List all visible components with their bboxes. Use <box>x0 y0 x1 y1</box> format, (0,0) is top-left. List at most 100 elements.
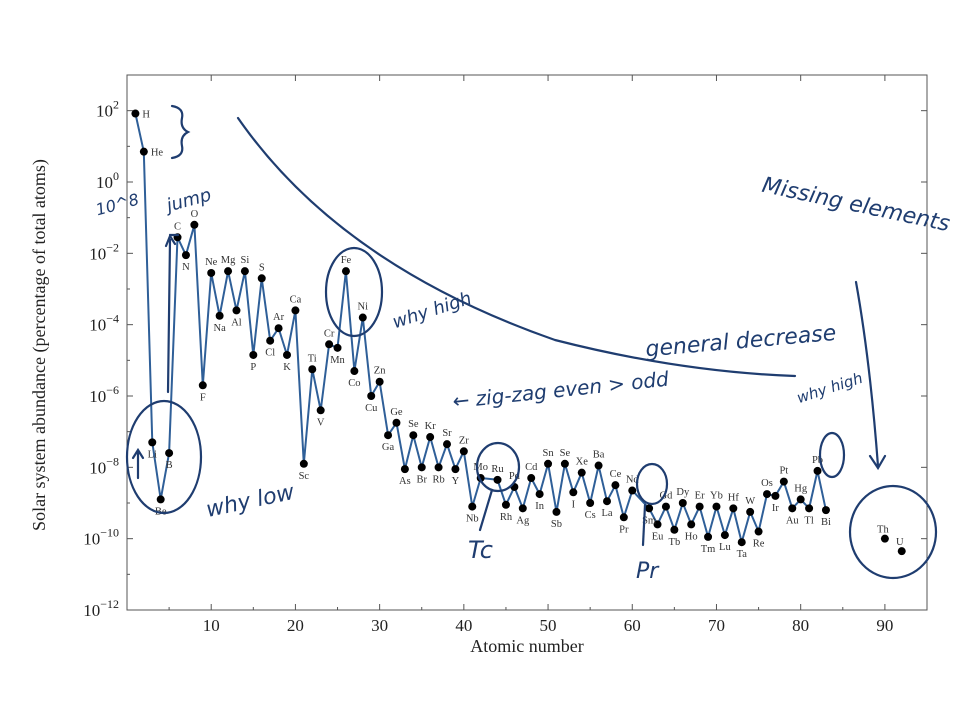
x-tick-label: 30 <box>371 616 388 635</box>
point-re <box>754 527 763 536</box>
point-s <box>257 274 266 283</box>
point-ta <box>737 538 746 547</box>
point-tl <box>805 504 814 513</box>
point-se <box>409 431 418 440</box>
y-tick-label: 100 <box>96 169 119 192</box>
annotation-why-high-pb: why high <box>795 369 865 407</box>
point-b <box>165 449 174 458</box>
point-cl <box>266 336 275 345</box>
point-ar <box>274 324 283 333</box>
point-label-si: Si <box>241 255 250 266</box>
point-label-cu: Cu <box>365 403 378 414</box>
point-er <box>695 502 704 511</box>
point-fe <box>341 267 350 276</box>
point-cr <box>325 340 334 349</box>
point-ni <box>358 313 367 322</box>
point-label-co: Co <box>348 378 360 389</box>
point-label-se: Se <box>408 419 419 430</box>
point-zn <box>375 377 384 386</box>
point-label-ag: Ag <box>516 515 530 526</box>
annotation-pr: Pr <box>636 559 660 584</box>
point-label-mg: Mg <box>221 255 236 266</box>
point-sr <box>443 440 451 449</box>
point-cd <box>527 474 536 483</box>
y-axis-title: Solar system abundance (percentage of to… <box>29 159 50 531</box>
circle-tc <box>475 441 521 493</box>
point-label-he: He <box>151 148 164 159</box>
point-v <box>316 406 325 415</box>
point-label-bi: Bi <box>821 517 831 528</box>
point-label-o: O <box>191 209 199 220</box>
point-u <box>897 547 906 556</box>
point-label-au: Au <box>786 515 800 526</box>
y-tick-label: 10−6 <box>89 383 119 406</box>
circle-li-be-b <box>125 399 203 515</box>
point-li <box>148 438 157 447</box>
point-nb <box>468 502 477 511</box>
point-in <box>535 490 544 499</box>
point-ba <box>594 461 603 470</box>
point-label-re: Re <box>753 539 765 550</box>
point-label-ni: Ni <box>358 302 369 313</box>
plot-frame <box>126 74 928 611</box>
point-dy <box>678 499 687 507</box>
arrow-li-be <box>131 447 145 480</box>
x-tick-label: 80 <box>792 616 809 635</box>
y-tick-label: 10−4 <box>89 312 119 335</box>
point-label-in: In <box>535 501 544 512</box>
point-pr <box>619 513 628 522</box>
point-cs <box>586 499 595 507</box>
annotation-why-low: why low <box>204 480 298 523</box>
point-label-sm: Sm <box>642 515 656 526</box>
point-label-yb: Yb <box>710 491 723 502</box>
point-label-cr: Cr <box>324 328 335 339</box>
x-tick-label: 10 <box>203 616 220 635</box>
point-label-b: B <box>166 460 173 471</box>
point-label-sc: Sc <box>299 471 310 482</box>
point-label-tm: Tm <box>701 544 716 555</box>
point-sc <box>299 459 308 468</box>
arrow-jump <box>164 233 180 394</box>
annotation-10-8: 10^8 <box>94 190 141 220</box>
point-label-u: U <box>896 537 904 548</box>
point-label-ca: Ca <box>290 294 302 305</box>
x-tick-label: 60 <box>624 616 641 635</box>
point-label-sb: Sb <box>551 519 562 530</box>
point-o <box>190 220 199 229</box>
circle-pr <box>635 462 669 506</box>
x-tick-label: 20 <box>287 616 304 635</box>
point-label-li: Li <box>148 449 157 460</box>
point-label-sn: Sn <box>543 448 555 459</box>
point-label-ti: Ti <box>308 353 317 364</box>
point-sn <box>544 459 553 468</box>
point-label-kr: Kr <box>425 421 437 432</box>
point-label-al: Al <box>231 317 242 328</box>
point-bi <box>821 506 830 515</box>
point-label-na: Na <box>214 323 227 334</box>
point-as <box>400 465 409 474</box>
point-label-mn: Mn <box>330 355 345 366</box>
point-th <box>880 534 889 543</box>
point-label-ne: Ne <box>205 257 218 268</box>
y-tick-label: 102 <box>96 98 119 121</box>
point-label-eu: Eu <box>652 531 664 542</box>
x-tick-label: 50 <box>540 616 557 635</box>
point-label-i: I <box>572 499 576 510</box>
point-si <box>240 267 249 276</box>
y-tick-label: 10−12 <box>83 597 119 620</box>
point-mg <box>224 267 233 276</box>
point-label-c: C <box>174 221 181 232</box>
circle-missing-elements <box>848 484 938 580</box>
point-cu <box>367 392 376 400</box>
point-label-cs: Cs <box>585 510 596 521</box>
point-gd <box>661 502 670 511</box>
y-tick-label: 10−10 <box>83 526 119 549</box>
general-decrease-curve <box>236 116 797 378</box>
point-tb <box>670 525 679 534</box>
point-label-w: W <box>745 496 755 507</box>
point-ag <box>518 504 527 513</box>
point-label-ru: Ru <box>491 464 504 475</box>
point-label-xe: Xe <box>576 457 589 468</box>
point-label-n: N <box>182 262 190 273</box>
